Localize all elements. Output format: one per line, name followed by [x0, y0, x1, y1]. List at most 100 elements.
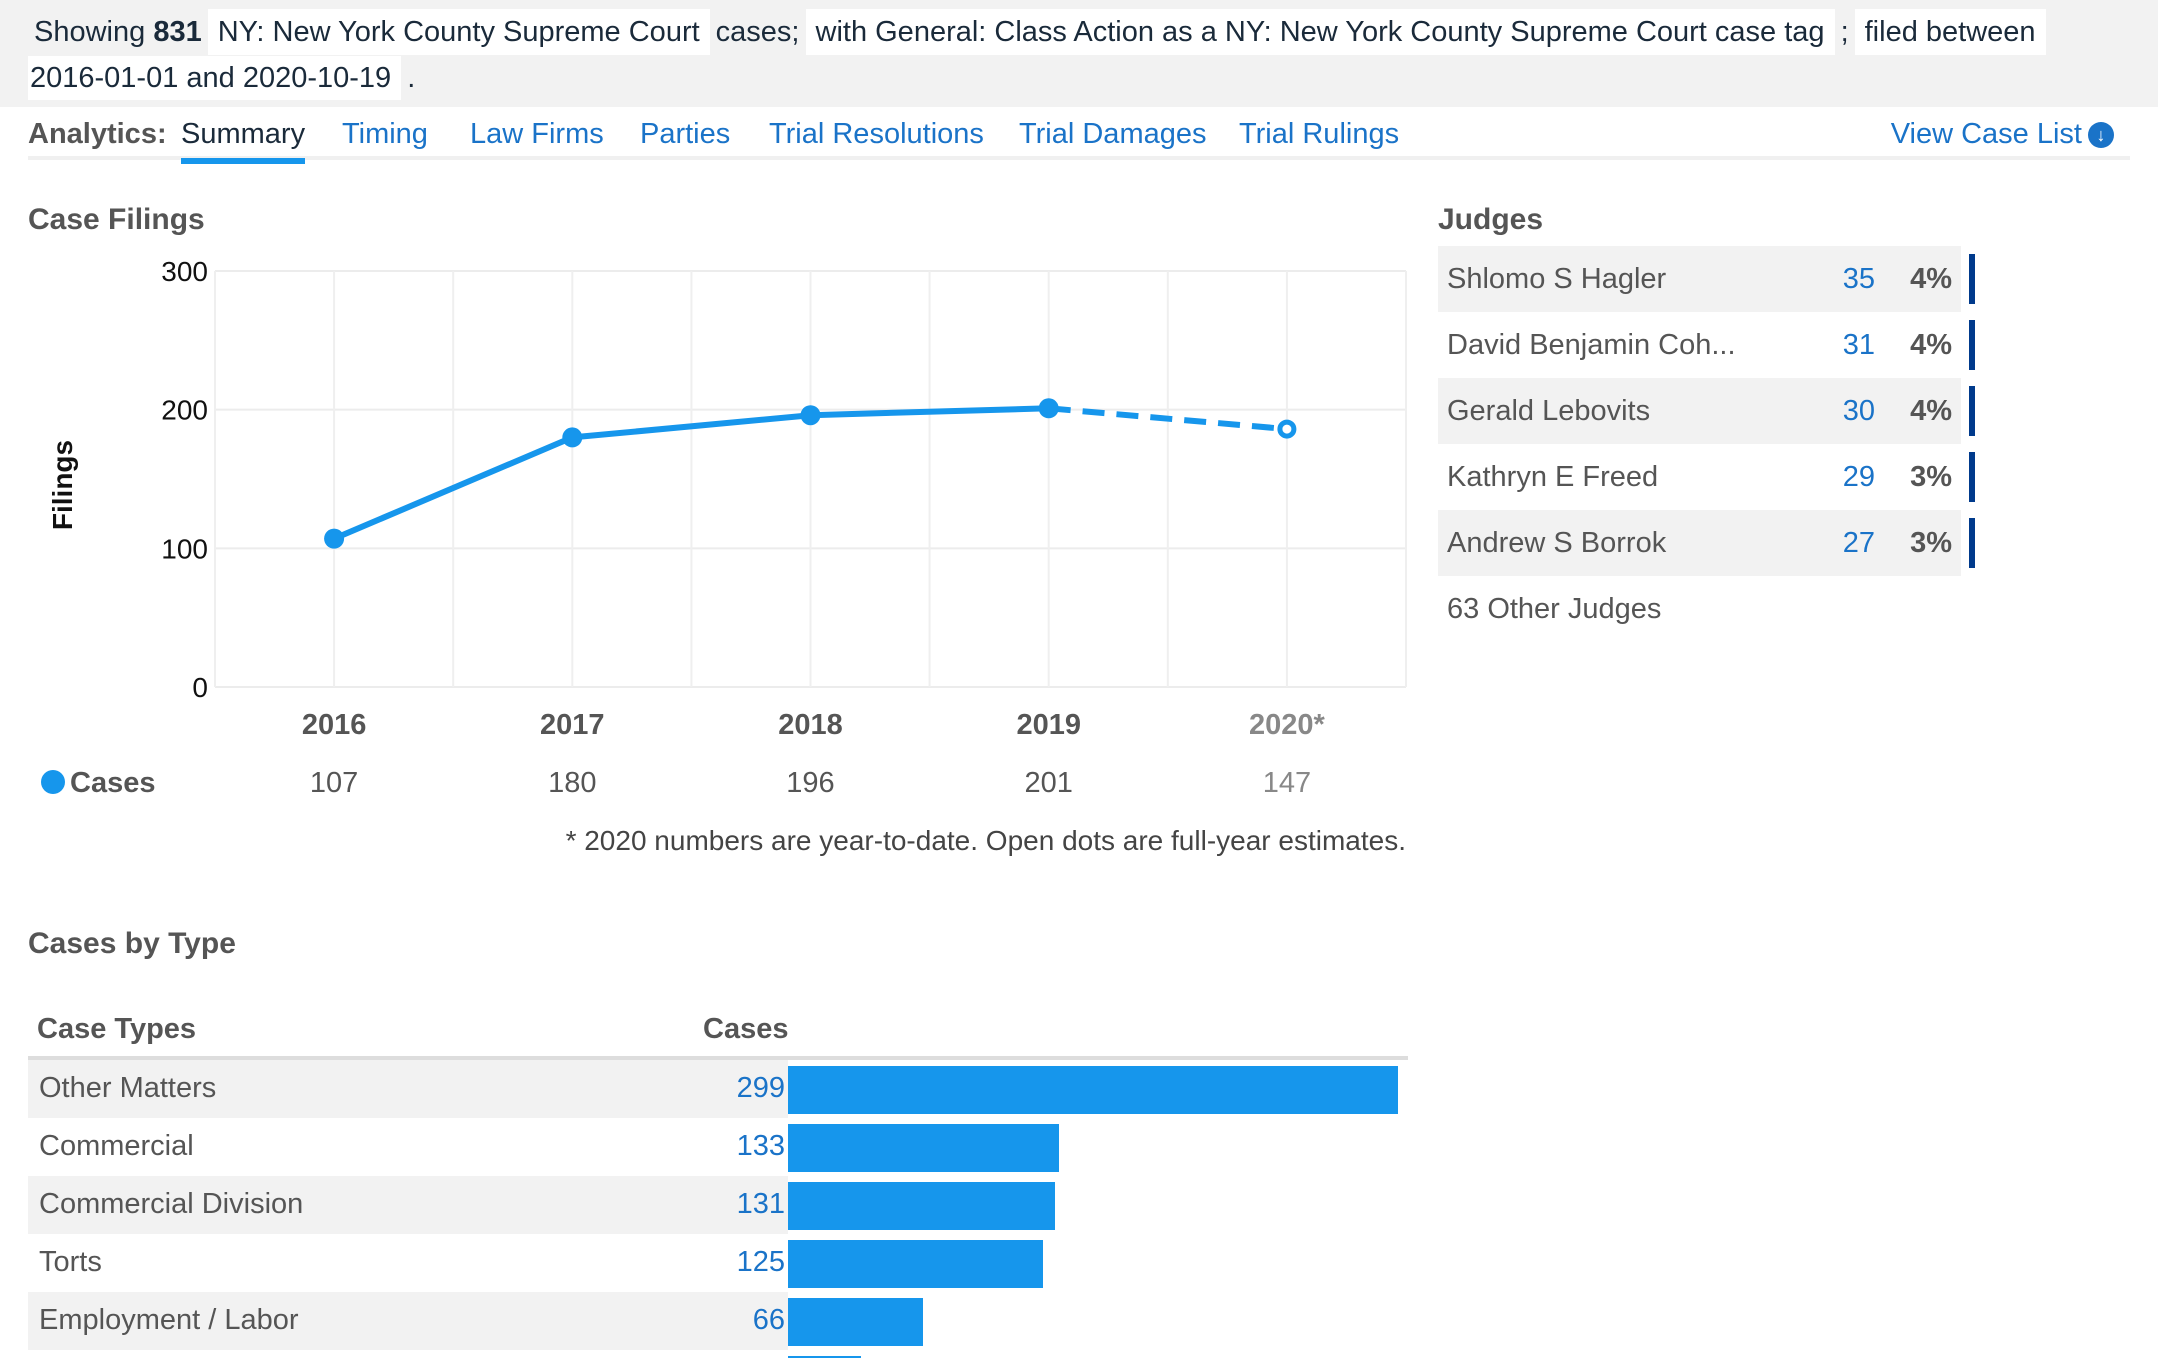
- court-filter-chip[interactable]: NY: New York County Supreme Court: [207, 9, 710, 55]
- case-filings-title: Case Filings: [28, 203, 205, 236]
- series-line-estimate: [1048, 405, 1288, 433]
- data-point[interactable]: [800, 405, 821, 426]
- data-point[interactable]: [1038, 398, 1059, 419]
- data-value-label: 147: [1263, 767, 1311, 799]
- judge-percent: 4%: [1910, 394, 1952, 427]
- case-type-count[interactable]: 131: [736, 1188, 785, 1220]
- y-tick-label: 100: [161, 533, 208, 564]
- row-background: [28, 1292, 788, 1350]
- case-type-bar[interactable]: [788, 1298, 923, 1346]
- case-type-row[interactable]: Torts 125: [28, 1234, 1408, 1292]
- x-tick-label: 2019: [1016, 709, 1081, 741]
- date-range-chip[interactable]: 2016-01-01 and 2020-10-19: [28, 56, 402, 100]
- data-point[interactable]: [324, 528, 345, 549]
- y-axis-ticks: 0 100 200 300: [161, 256, 208, 703]
- result-count: 831: [153, 15, 202, 48]
- view-case-list-label: View Case List: [1890, 118, 2082, 150]
- row-background: [28, 1176, 788, 1234]
- tab-summary[interactable]: Summary: [181, 118, 306, 164]
- judge-case-count[interactable]: 30: [1842, 394, 1875, 427]
- y-tick-label: 0: [192, 672, 208, 703]
- judge-row[interactable]: Shlomo S Hagler 35 4%: [1438, 246, 1975, 312]
- case-type-bar[interactable]: [788, 1182, 1056, 1230]
- judge-percent: 3%: [1910, 460, 1952, 493]
- tab-timing[interactable]: Timing: [342, 118, 428, 150]
- tab-law-firms[interactable]: Law Firms: [470, 118, 604, 150]
- judge-share-bar: [1969, 518, 1975, 568]
- judge-case-count[interactable]: 29: [1842, 460, 1875, 493]
- case-type-count[interactable]: 66: [752, 1304, 785, 1336]
- judge-share-bar: [1969, 452, 1975, 502]
- case-type-row[interactable]: Commercial Division 131: [28, 1176, 1408, 1234]
- showing-prefix: Showing: [34, 15, 146, 48]
- case-type-count[interactable]: 125: [736, 1246, 785, 1278]
- chart-footnote: * 2020 numbers are year-to-date. Open do…: [566, 825, 1406, 856]
- judge-row[interactable]: Kathryn E Freed 29 3%: [1438, 444, 1975, 510]
- judge-case-count[interactable]: 35: [1842, 262, 1875, 295]
- tab-parties[interactable]: Parties: [640, 118, 731, 150]
- judge-row[interactable]: David Benjamin Coh... 31 4%: [1438, 312, 1975, 378]
- row-background: [28, 1350, 788, 1358]
- judge-row[interactable]: Andrew S Borrok 27 3%: [1438, 510, 1975, 576]
- col-header-case-types[interactable]: Case Types: [37, 1013, 197, 1045]
- row-background: [28, 1060, 788, 1118]
- case-type-row[interactable]: Employment / Labor 66: [28, 1292, 1408, 1350]
- data-point-estimate[interactable]: [1277, 419, 1297, 439]
- other-judges-link[interactable]: 63 Other Judges: [1447, 592, 1662, 625]
- judge-percent: 4%: [1910, 328, 1952, 361]
- period-text: .: [407, 61, 416, 94]
- case-tag-filter-chip[interactable]: with General: Class Action as a NY: New …: [805, 9, 1835, 55]
- case-filings-chart: 0 100 200 300 Filings 2016 2017 2018 2019 2020*…: [41, 256, 1407, 856]
- case-type-row[interactable]: Other Matters 299: [28, 1060, 1408, 1118]
- judge-name[interactable]: Shlomo S Hagler: [1447, 262, 1667, 295]
- judge-name[interactable]: Kathryn E Freed: [1447, 460, 1659, 493]
- x-tick-label: 2017: [540, 709, 605, 741]
- judge-percent: 4%: [1910, 262, 1952, 295]
- judge-name[interactable]: Andrew S Borrok: [1447, 526, 1667, 559]
- judge-share-bar: [1969, 386, 1975, 436]
- case-type-bar[interactable]: [788, 1066, 1398, 1114]
- tab-trial-resolutions[interactable]: Trial Resolutions: [769, 118, 984, 150]
- judge-name[interactable]: David Benjamin Coh...: [1447, 328, 1736, 361]
- judge-case-count[interactable]: 31: [1842, 328, 1875, 361]
- tab-trial-rulings[interactable]: Trial Rulings: [1239, 118, 1400, 150]
- y-tick-label: 300: [161, 256, 208, 287]
- legend-label[interactable]: Cases: [70, 767, 155, 799]
- analytics-label: Analytics:: [28, 118, 167, 150]
- data-point[interactable]: [562, 427, 583, 448]
- separator-text: ;: [1840, 15, 1849, 48]
- case-type-row[interactable]: [28, 1350, 1408, 1358]
- tab-trial-damages[interactable]: Trial Damages: [1019, 118, 1207, 150]
- case-type-name[interactable]: Other Matters: [39, 1072, 217, 1104]
- case-type-bar[interactable]: [788, 1356, 862, 1358]
- cases-text: cases;: [715, 15, 800, 48]
- case-type-name[interactable]: Commercial: [39, 1130, 194, 1162]
- data-value-label: 180: [548, 767, 596, 799]
- case-type-name[interactable]: Employment / Labor: [39, 1304, 299, 1336]
- col-header-cases[interactable]: Cases: [703, 1013, 789, 1045]
- case-type-row[interactable]: Commercial 133: [28, 1118, 1408, 1176]
- showing-text: Showing 831: [28, 16, 208, 49]
- judges-list: Shlomo S Hagler 35 4% David Benjamin Coh...…: [1438, 246, 1998, 642]
- series-line-cases: [332, 405, 1049, 542]
- case-type-count[interactable]: 299: [736, 1072, 785, 1104]
- data-value-label: 196: [786, 767, 834, 799]
- case-type-bar[interactable]: [788, 1124, 1060, 1172]
- chart-grid: [214, 270, 1407, 688]
- judge-case-count[interactable]: 27: [1842, 526, 1875, 559]
- data-value-label: 201: [1025, 767, 1073, 799]
- x-tick-label: 2018: [778, 709, 843, 741]
- case-type-name[interactable]: Torts: [39, 1246, 102, 1278]
- x-tick-label: 2020*: [1249, 709, 1326, 741]
- judge-name[interactable]: Gerald Lebovits: [1447, 394, 1651, 427]
- judge-row[interactable]: Gerald Lebovits 30 4%: [1438, 378, 1975, 444]
- judge-share-bar: [1969, 254, 1975, 304]
- case-type-name[interactable]: Commercial Division: [39, 1188, 304, 1220]
- case-type-bar[interactable]: [788, 1240, 1044, 1288]
- cases-by-type-table: Case Types Cases Other Matters 299 Commerc…: [28, 1010, 1408, 1358]
- x-tick-label: 2016: [302, 709, 367, 741]
- filed-between-chip[interactable]: filed between: [1854, 9, 2046, 55]
- value-row: 107 180 196 201 147: [310, 767, 1311, 799]
- case-type-count[interactable]: 133: [736, 1130, 785, 1162]
- view-case-list-link[interactable]: View Case List ↓: [1891, 118, 2114, 151]
